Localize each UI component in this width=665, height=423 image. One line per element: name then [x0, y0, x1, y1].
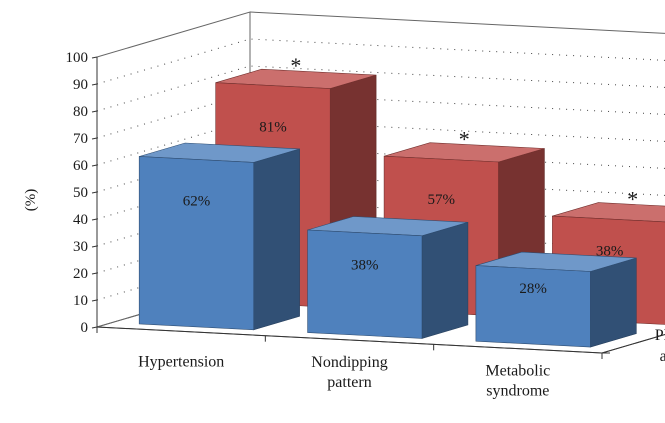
bar-0-2 — [475, 251, 637, 348]
y-axis-label: (%) — [23, 189, 39, 212]
y-tick-mark-1 — [91, 299, 98, 302]
y-tick-label-0: 0 — [81, 320, 89, 336]
y-tick-mark-6 — [91, 164, 98, 167]
y-tick-label-2: 20 — [73, 266, 88, 282]
annotation-0: * — [290, 53, 301, 78]
x-axis — [96, 326, 603, 354]
category-label-0: Hypertension — [138, 353, 224, 370]
gridline-7 — [96, 92, 665, 139]
y-tick-mark-5 — [91, 191, 98, 194]
y-tick-mark-2 — [91, 272, 98, 275]
y-tick-label-3: 30 — [73, 239, 88, 255]
y-tick-mark-3 — [91, 245, 98, 248]
y-tick-mark-10 — [91, 56, 98, 59]
chart-labels: 0 10 20 30 40 50 60 70 80 90 100 Hypertension Nondip… — [66, 50, 665, 400]
y-tick-label-10: 100 — [66, 50, 89, 66]
back-wall — [249, 11, 665, 34]
gridline-9 — [96, 38, 665, 85]
y-tick-label-5: 50 — [73, 185, 88, 201]
series-label-0: PHPTafter — [655, 327, 665, 365]
y-tick-mark-9 — [91, 83, 98, 86]
y-tick-label-4: 40 — [73, 212, 88, 228]
annotation-1: * — [459, 126, 470, 151]
depth-axis — [601, 333, 665, 354]
chart-bars — [138, 68, 665, 348]
bar-0-0 — [138, 142, 300, 331]
category-label-1: Nondipping pattern — [311, 354, 387, 391]
y-tick-mark-7 — [91, 137, 98, 140]
y-tick-label-8: 80 — [73, 104, 88, 120]
data-label-0-2: 28% — [519, 281, 547, 297]
y-tick-label-1: 10 — [73, 293, 88, 309]
y-tick-label-7: 70 — [73, 131, 88, 147]
y-tick-mark-4 — [91, 218, 98, 221]
data-label-0-1: 38% — [351, 257, 379, 273]
data-label-1-1: 57% — [428, 192, 456, 208]
y-tick-mark-8 — [91, 110, 98, 113]
y-tick-label-6: 60 — [73, 158, 88, 174]
y-tick-mark-0 — [91, 326, 98, 329]
annotation-2: * — [627, 186, 638, 211]
y-tick-label-9: 90 — [73, 77, 88, 93]
category-label-2: Metabolic syndrome — [485, 363, 550, 400]
gridline-8 — [96, 65, 665, 112]
bar-0-1 — [307, 216, 469, 339]
data-label-0-0: 62% — [183, 193, 211, 209]
data-label-1-0: 81% — [259, 120, 287, 136]
data-label-1-2: 38% — [596, 244, 624, 260]
